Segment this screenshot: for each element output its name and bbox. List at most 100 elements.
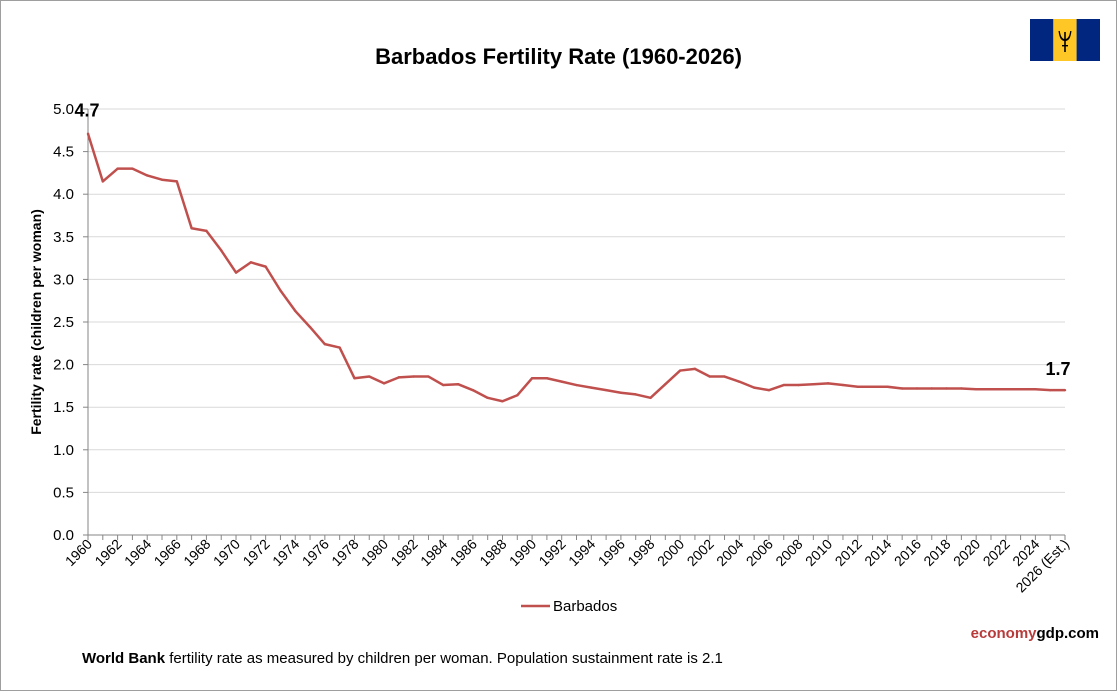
y-tick-label: 2.5 <box>53 314 74 331</box>
barbados-flag-icon <box>1030 19 1100 61</box>
data-point <box>545 377 549 380</box>
x-tick-label: 2020 <box>950 536 983 569</box>
data-point <box>146 174 149 177</box>
grid-lines <box>88 108 1065 493</box>
x-tick-label: 1990 <box>506 536 539 569</box>
data-point <box>989 388 993 391</box>
footer-source: World Bank <box>82 650 166 667</box>
x-tick-label: 1996 <box>595 536 628 569</box>
y-tick-label: 1.5 <box>53 399 74 416</box>
data-point <box>323 342 327 346</box>
data-point <box>619 391 623 394</box>
data-point <box>812 382 815 386</box>
data-point <box>516 394 519 397</box>
x-tick-label: 1974 <box>269 536 302 569</box>
x-tick-label: 1994 <box>565 536 598 569</box>
x-tick-label: 1968 <box>180 536 213 569</box>
y-tick-label: 2.0 <box>53 357 74 374</box>
data-point <box>841 383 845 387</box>
data-point <box>1063 388 1067 392</box>
data-point <box>886 385 889 388</box>
data-point <box>205 229 208 233</box>
data-point <box>397 376 401 379</box>
data-point <box>456 382 460 386</box>
x-tick-label: 1998 <box>624 536 657 569</box>
x-tick-label: 2014 <box>861 536 894 569</box>
y-tick-label: 3.5 <box>53 229 74 246</box>
data-point <box>279 289 282 292</box>
x-tick-label: 1984 <box>417 536 450 569</box>
data-point <box>1034 388 1037 391</box>
data-point <box>826 382 830 385</box>
annotations: 4.7 1.7 <box>74 101 1070 379</box>
data-point <box>175 180 179 183</box>
x-tick-label: 2016 <box>891 536 924 569</box>
axes <box>83 108 1066 540</box>
data-point <box>412 375 415 378</box>
x-tick-labels: 1960196219641966196819701972197419761978… <box>62 536 1072 596</box>
legend: Barbados <box>521 598 617 615</box>
legend-label-barbados: Barbados <box>553 598 617 615</box>
data-point <box>353 377 356 380</box>
brand-part1: economy <box>970 625 1037 642</box>
series-lines <box>86 132 1067 403</box>
x-tick-label: 1964 <box>121 536 154 569</box>
x-tick-label: 1978 <box>328 536 361 569</box>
data-point <box>678 369 682 372</box>
data-point <box>86 132 90 135</box>
y-tick-label: 0.5 <box>53 484 74 501</box>
data-point <box>723 375 726 378</box>
data-point <box>604 388 608 392</box>
data-point <box>590 386 593 389</box>
data-point <box>160 178 164 181</box>
data-label: 1.7 <box>1045 359 1070 379</box>
data-point <box>560 380 563 383</box>
y-tick-label: 0.0 <box>53 527 74 544</box>
data-point <box>190 227 193 230</box>
x-tick-label: 1980 <box>358 536 391 569</box>
x-tick-label: 2010 <box>802 536 835 569</box>
x-tick-label: 1970 <box>210 536 243 569</box>
data-point <box>752 386 756 389</box>
x-tick-label: 1966 <box>151 536 184 569</box>
data-point <box>264 265 267 268</box>
data-point <box>738 380 741 383</box>
x-tick-label: 1992 <box>535 536 568 569</box>
chart-title: Barbados Fertility Rate (1960-2026) <box>375 44 742 69</box>
y-tick-labels: 0.0 0.5 1.0 1.5 2.0 2.5 3.0 3.5 4.0 4.5 5.0 <box>53 101 74 544</box>
data-point <box>782 383 785 387</box>
x-tick-label: 1972 <box>239 536 272 569</box>
data-point <box>960 387 963 390</box>
x-tick-label: 1982 <box>387 536 420 569</box>
data-point <box>900 387 904 390</box>
data-point <box>945 387 948 390</box>
data-point <box>664 382 667 386</box>
data-point <box>249 261 253 264</box>
y-tick-label: 4.0 <box>53 186 74 203</box>
data-label: 4.7 <box>74 101 99 121</box>
x-tick-label: 1988 <box>476 536 509 569</box>
x-tick-label: 2000 <box>654 536 687 569</box>
data-point <box>101 180 105 183</box>
data-point <box>915 387 919 390</box>
data-point <box>486 396 489 400</box>
x-tick-label: 2012 <box>832 536 865 569</box>
data-point <box>427 375 430 378</box>
data-point <box>1004 388 1007 391</box>
data-point <box>1019 388 1022 391</box>
data-point <box>116 167 119 170</box>
data-point <box>368 375 371 378</box>
data-point <box>131 167 134 170</box>
x-tick-label: 2004 <box>713 536 746 569</box>
brand-part2: gdp.com <box>1036 625 1100 642</box>
x-tick-label: 2006 <box>743 536 776 569</box>
data-point <box>338 346 341 349</box>
data-point <box>634 393 637 396</box>
data-point <box>797 383 800 387</box>
y-axis-label: Fertility rate (children per woman) <box>28 209 44 435</box>
brand-logo: economygdp.com <box>971 625 1099 642</box>
footer-note: World Bank fertility rate as measured by… <box>82 650 723 667</box>
data-point <box>649 396 652 400</box>
data-point <box>1048 388 1052 392</box>
